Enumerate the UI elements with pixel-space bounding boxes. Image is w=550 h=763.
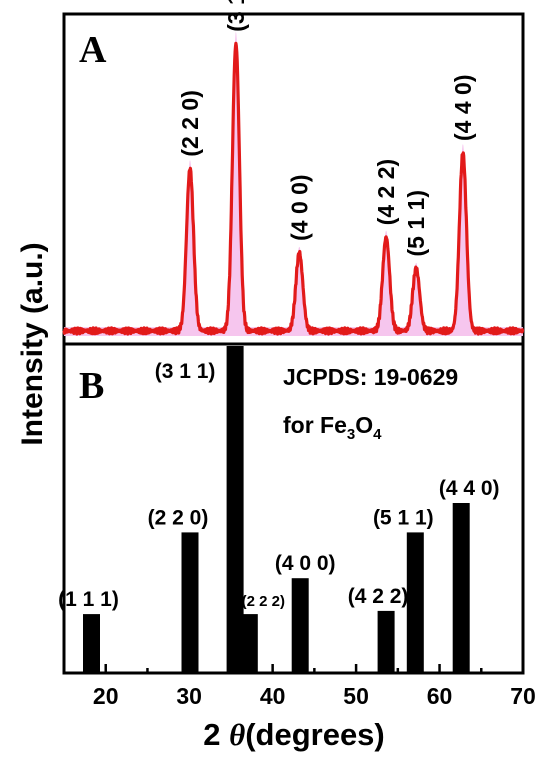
- reference-bar: [291, 578, 309, 673]
- x-tick-label: 50: [343, 683, 369, 709]
- panel-a-pattern: (2 2 0) (3 1 1) (4 0 0) (4 2 2)(5 1 1) (4 4 …: [62, 0, 525, 336]
- y-axis-label: Intensity (a.u.): [16, 242, 49, 445]
- bar-label: (4 0 0): [275, 552, 336, 575]
- reference-compound-label: for Fe3O4: [283, 412, 382, 443]
- bar-label: (1 1 1): [58, 588, 119, 611]
- peak-label: (4 0 0): [286, 174, 312, 240]
- x-tick-label: 70: [510, 683, 536, 709]
- x-tick-label: 30: [176, 683, 202, 709]
- reference-bar: [181, 532, 199, 673]
- x-axis-ticks: 20 30 40 50 60 70: [62, 664, 536, 709]
- bar-label: (4 4 0): [439, 477, 500, 500]
- bar-label: (2 2 2): [242, 593, 285, 610]
- reference-bar: [83, 614, 100, 673]
- panel-b-reference: (1 1 1) (2 2 0) (3 1 1) (2 2 2) (4 0 0) (4 2 …: [58, 346, 500, 673]
- x-axis-label: 2 θ(degrees): [203, 717, 385, 752]
- reference-bar: [226, 346, 244, 673]
- peak-label: (4 4 0): [450, 75, 476, 141]
- peak-label: (2 2 0): [177, 90, 203, 156]
- x-tick-label: 40: [260, 683, 286, 709]
- peak-label: (3 1 1): [223, 0, 249, 32]
- panel-label-b: B: [79, 365, 104, 407]
- reference-bar: [406, 532, 424, 673]
- reference-bar: [452, 503, 470, 673]
- bar-label: (5 1 1): [373, 506, 434, 529]
- pattern-line: [62, 41, 525, 336]
- x-tick-label: 20: [93, 683, 119, 709]
- x-tick-label: 60: [427, 683, 453, 709]
- bar-label: (3 1 1): [155, 360, 216, 383]
- panel-label-a: A: [79, 29, 107, 71]
- peak-label: (4 2 2): [373, 159, 399, 225]
- reference-card-label: JCPDS: 19-0629: [283, 364, 458, 390]
- reference-bar: [377, 610, 395, 673]
- bar-label: (2 2 0): [148, 506, 209, 529]
- bar-label: (4 2 2): [348, 585, 409, 608]
- peak-label: (5 1 1): [403, 190, 429, 256]
- reference-bar: [240, 614, 258, 673]
